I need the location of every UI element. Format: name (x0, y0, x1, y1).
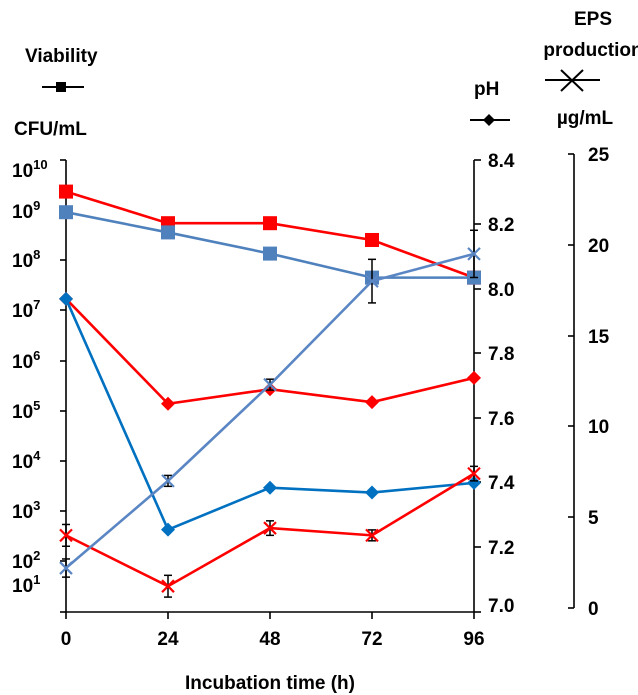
data-point-cross (365, 528, 379, 543)
data-point-diamond (467, 475, 481, 490)
x-tick-label: 0 (61, 629, 72, 650)
ph-tick-label: 8.4 (488, 151, 515, 172)
series-4-eps-cross (59, 465, 481, 598)
ph-tick-label: 8.0 (488, 280, 514, 301)
data-point-cross (161, 579, 175, 593)
left-tick-label: 1010 (12, 157, 48, 182)
data-point-cross (467, 466, 481, 481)
ph-tick-label: 7.4 (488, 473, 515, 494)
left-tick-labels: 1010 109 108 107 106 105 104 103 102 101 (12, 157, 48, 597)
ph-tick-label: 7.6 (488, 409, 514, 430)
series-5-eps-cross (59, 229, 481, 578)
x-ticks (65, 612, 475, 619)
viability-legend-marker (42, 82, 84, 92)
left-tick-label: 101 (12, 572, 40, 597)
left-ticks (60, 159, 66, 613)
viability-unit: CFU/mL (14, 119, 87, 140)
series-line (65, 190, 475, 279)
data-point-diamond (59, 291, 73, 306)
eps-tick-label: 25 (588, 145, 610, 166)
eps-legend-marker (545, 69, 600, 92)
ph-tick-label: 7.0 (488, 596, 514, 617)
left-tick-label: 104 (12, 448, 41, 473)
left-tick-label: 102 (12, 548, 40, 573)
series-2-ph-diamond (59, 291, 481, 411)
data-point-square (263, 246, 277, 261)
left-tick-label: 109 (12, 198, 40, 223)
eps-title-line2: production (543, 40, 638, 61)
eps-tick-label: 20 (588, 236, 609, 257)
data-point-cross (59, 528, 73, 543)
data-point-square (161, 225, 175, 240)
left-tick-label: 105 (12, 398, 40, 423)
data-point-square (365, 232, 379, 247)
eps-tick-label: 0 (588, 599, 599, 620)
x-tick-label: 48 (259, 629, 280, 650)
left-tick-label: 106 (12, 348, 40, 373)
data-point-cross (467, 247, 481, 261)
data-point-square (263, 216, 277, 231)
ph-tick-label: 7.8 (488, 344, 514, 365)
data-point-diamond (365, 485, 379, 500)
data-point-diamond (263, 480, 277, 495)
data-point-cross (161, 474, 175, 488)
data-point-diamond (467, 370, 481, 385)
data-point-cross (59, 561, 73, 575)
eps-ticks (568, 153, 574, 609)
data-point-diamond (161, 396, 175, 411)
data-point-diamond (161, 522, 175, 537)
ph-tick-label: 7.2 (488, 538, 514, 559)
x-tick-label: 24 (157, 629, 179, 650)
data-point-diamond (365, 395, 379, 410)
ph-ticks (474, 159, 481, 613)
ph-legend-marker (470, 114, 510, 126)
eps-tick-label: 5 (588, 508, 599, 529)
eps-title-line1: EPS (574, 9, 612, 30)
left-tick-label: 107 (12, 297, 40, 322)
data-point-cross (263, 521, 277, 535)
data-point-cross (263, 377, 277, 392)
data-point-square (59, 205, 73, 220)
series-3-ph-diamond (59, 291, 481, 537)
series-layer (59, 184, 481, 598)
data-point-cross (365, 274, 379, 288)
x-tick-label: 96 (463, 629, 484, 650)
eps-tick-label: 15 (588, 327, 610, 348)
ph-title: pH (474, 79, 499, 100)
series-line (64, 298, 475, 532)
eps-tick-label: 10 (588, 417, 609, 438)
left-tick-label: 103 (12, 498, 40, 523)
ph-tick-label: 8.2 (488, 215, 514, 236)
viability-title: Viability (25, 46, 98, 67)
x-tick-label: 72 (361, 629, 382, 650)
data-point-square (59, 184, 73, 199)
eps-unit: µg/mL (557, 108, 614, 129)
left-tick-label: 108 (12, 247, 40, 272)
x-axis-title: Incubation time (h) (185, 673, 355, 694)
